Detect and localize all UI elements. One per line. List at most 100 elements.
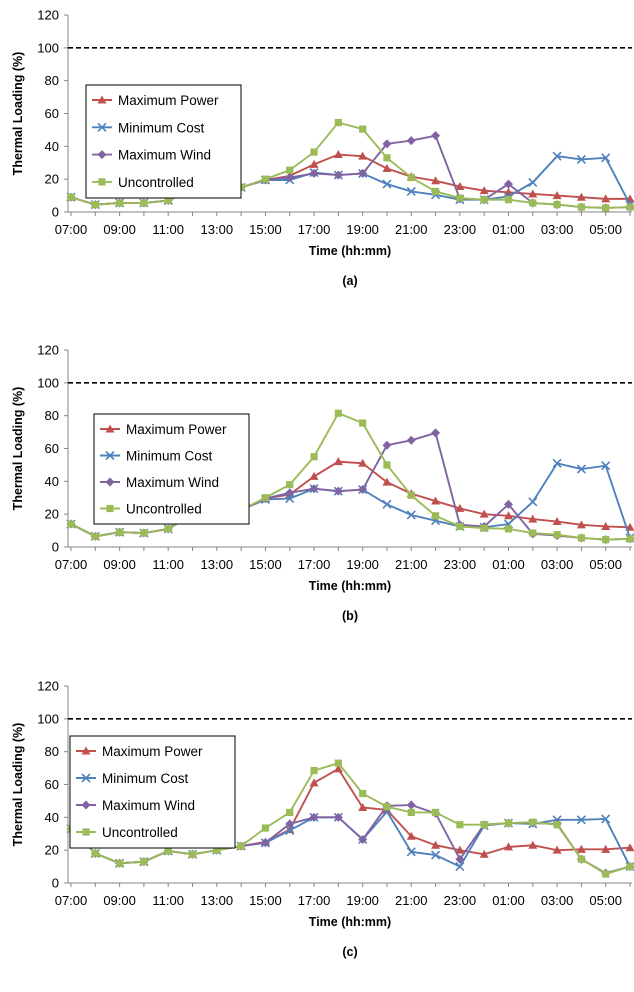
data-point xyxy=(407,491,415,499)
x-tick-label: 21:00 xyxy=(395,893,428,908)
data-point xyxy=(577,855,585,863)
data-point xyxy=(67,193,75,201)
x-tick-label: 01:00 xyxy=(492,222,525,237)
x-tick-label: 15:00 xyxy=(249,893,282,908)
chart-panel-b: 0 20 40 60 80 100 120 07:00 09:00 11:00 13:00 15:00… xyxy=(11,343,634,623)
legend-item: Maximum Power xyxy=(76,744,203,759)
legend-label: Maximum Wind xyxy=(102,798,195,813)
data-point xyxy=(553,201,561,209)
series-line xyxy=(70,412,631,541)
data-point xyxy=(286,166,294,174)
data-point xyxy=(309,484,319,494)
data-point xyxy=(309,159,319,168)
x-tick-label: 13:00 xyxy=(201,557,234,572)
x-tick-label: 23:00 xyxy=(444,893,477,908)
x-tick-label: 07:00 xyxy=(55,893,88,908)
legend-swatch-marker xyxy=(97,95,107,104)
legend-swatch-marker xyxy=(81,746,91,755)
data-point xyxy=(431,808,440,817)
data-point xyxy=(237,842,245,850)
x-tick-label: 03:00 xyxy=(541,893,574,908)
data-point xyxy=(504,525,513,533)
data-point xyxy=(382,477,392,486)
y-tick-label: 120 xyxy=(37,343,59,358)
data-point xyxy=(479,186,489,195)
data-point xyxy=(359,419,367,427)
x-tick-label: 09:00 xyxy=(103,557,136,572)
x-tick-label: 05:00 xyxy=(589,893,622,908)
data-point xyxy=(626,535,634,543)
data-point xyxy=(577,203,585,211)
panel-caption: (a) xyxy=(342,274,357,288)
data-point xyxy=(140,199,148,207)
data-point xyxy=(625,843,634,852)
data-point xyxy=(261,494,270,502)
legend-swatch-marker xyxy=(106,504,114,513)
data-point xyxy=(333,764,343,773)
legend-swatch-marker xyxy=(97,122,107,132)
x-tick-label: 21:00 xyxy=(395,222,428,237)
data-point xyxy=(333,486,343,496)
legend-label: Uncontrolled xyxy=(126,502,202,517)
series-line xyxy=(70,121,631,209)
data-point xyxy=(213,846,221,854)
data-point xyxy=(383,154,391,162)
data-point xyxy=(188,850,197,858)
data-point xyxy=(91,532,99,540)
legend-label: Uncontrolled xyxy=(102,825,178,840)
y-tick-label: 20 xyxy=(45,843,59,858)
data-point xyxy=(576,520,586,529)
data-point xyxy=(164,196,172,205)
x-tick-label: 07:00 xyxy=(55,222,88,237)
legend-item: Uncontrolled xyxy=(76,825,178,840)
y-tick-label: 60 xyxy=(45,777,59,792)
data-point xyxy=(260,838,270,848)
data-point xyxy=(479,849,489,858)
data-point xyxy=(91,201,99,209)
legend-swatch-marker xyxy=(105,477,115,487)
legend-item: Uncontrolled xyxy=(100,502,202,517)
data-point xyxy=(285,488,295,498)
legend-item: Maximum Wind xyxy=(92,148,211,163)
data-point xyxy=(528,514,538,523)
data-point xyxy=(602,536,610,544)
legend-label: Maximum Wind xyxy=(126,475,219,490)
legend-item: Maximum Power xyxy=(92,93,219,108)
data-point xyxy=(333,457,343,466)
data-point xyxy=(601,153,611,163)
x-tick-label: 11:00 xyxy=(152,222,184,237)
panel-caption: (b) xyxy=(342,609,358,623)
data-point xyxy=(503,511,513,520)
y-tick-label: 120 xyxy=(37,8,59,23)
data-point xyxy=(552,517,562,526)
x-tick-label: 15:00 xyxy=(249,222,282,237)
data-point xyxy=(382,139,392,149)
data-point xyxy=(602,204,610,212)
data-point xyxy=(601,844,611,853)
data-point xyxy=(431,512,440,520)
x-tick-label: 03:00 xyxy=(541,222,574,237)
y-tick-label: 80 xyxy=(45,744,59,759)
x-tick-label: 23:00 xyxy=(444,222,477,237)
series-line xyxy=(70,762,631,876)
data-point xyxy=(576,844,586,853)
data-point xyxy=(552,458,562,468)
data-point xyxy=(406,186,416,197)
data-point xyxy=(455,845,465,854)
legend-item: Minimum Cost xyxy=(92,120,205,135)
data-point xyxy=(333,812,343,822)
data-point xyxy=(601,521,611,530)
data-point xyxy=(382,163,392,172)
legend-item: Minimum Cost xyxy=(76,771,189,786)
legend-box xyxy=(69,735,236,849)
data-point xyxy=(116,528,124,536)
legend-label: Uncontrolled xyxy=(118,175,194,190)
data-point xyxy=(310,148,318,156)
legend-label: Minimum Cost xyxy=(102,771,189,786)
data-point xyxy=(285,819,295,829)
x-tick-label: 21:00 xyxy=(395,557,428,572)
y-axis-title: Thermal Loading (%) xyxy=(11,723,25,847)
data-point xyxy=(333,170,343,180)
data-point xyxy=(359,125,367,133)
panel-caption: (c) xyxy=(342,945,357,959)
